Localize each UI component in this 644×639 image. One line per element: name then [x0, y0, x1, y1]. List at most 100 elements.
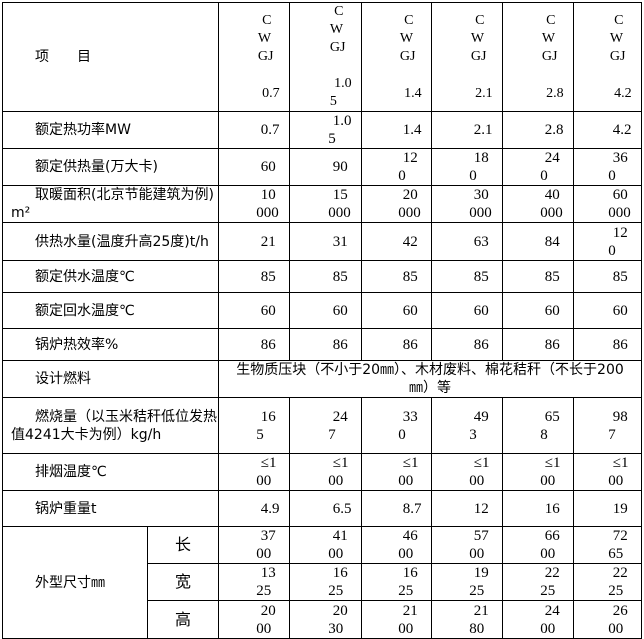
value-cell: 60 [361, 292, 432, 329]
value-cell: 1925 [431, 563, 503, 601]
value-cell: 2225 [573, 563, 642, 601]
value-cell-text: 86 [612, 336, 628, 353]
value-cell-text: 30000 [469, 187, 492, 221]
value-cell: ≤100 [573, 453, 642, 491]
value-cell: 2.8 [502, 111, 574, 149]
value-cell: 180 [431, 148, 503, 186]
value-cell: 60 [289, 292, 362, 329]
value-cell: 165 [218, 397, 290, 454]
value-cell-text: 85 [260, 268, 276, 285]
dimension-sublabel: 长 [147, 526, 219, 564]
value-cell-text: 5700 [469, 528, 489, 562]
value-cell-text: 658 [540, 408, 560, 443]
value-cell: 86 [431, 328, 503, 361]
value-cell: 60 [502, 292, 574, 329]
row-label: 取暖面积(北京节能建筑为例)m² [2, 185, 219, 223]
value-cell: 31 [289, 222, 362, 261]
dimension-row: 宽 1325 1625 1625 1925 2225 2225 [3, 563, 642, 601]
value-cell-text: 60 [260, 159, 276, 175]
value-cell-text: 60 [473, 302, 489, 319]
value-cell: ≤100 [431, 453, 503, 491]
value-cell-text: 90 [332, 159, 348, 175]
value-cell: 360 [573, 148, 642, 186]
table-row: 额定供水温度℃ 85 85 85 85 85 85 [2, 260, 642, 293]
value-cell-text: 12 [473, 500, 489, 517]
value-cell: 60 [573, 292, 642, 329]
value-cell: 1.4 [361, 111, 432, 149]
value-cell: 8.7 [361, 490, 432, 527]
row-label: 额定供热量(万大卡) [2, 148, 219, 186]
value-cell: 247 [289, 397, 362, 454]
value-cell-text: 21 [260, 233, 276, 250]
value-cell-text: 42 [402, 233, 418, 250]
row-label: 额定热功率MW [2, 111, 219, 149]
value-cell-text: 19 [612, 500, 628, 517]
value-cell: 2400 [502, 600, 574, 639]
value-cell-text: 120 [398, 150, 418, 184]
value-cell-text: 60 [612, 302, 628, 319]
value-cell-text: 330 [398, 408, 418, 443]
table-row: 锅炉热效率% 86 86 86 86 86 86 [2, 328, 642, 361]
value-cell: 19 [573, 490, 642, 527]
value-cell-text: 86 [332, 336, 348, 353]
value-cell-text: 86 [402, 336, 418, 353]
value-cell: 12 [431, 490, 503, 527]
value-cell-text: 85 [402, 268, 418, 285]
value-cell: 20000 [361, 185, 432, 223]
table-row: 取暖面积(北京节能建筑为例)m² 10000 15000 20000 30000 4000… [2, 185, 642, 223]
value-cell: 86 [218, 328, 290, 361]
fuel-value: 生物质压块（不小于20㎜）、木材废料、棉花秸秆（不长于200㎜）等 [218, 360, 642, 398]
model-header: CWGJ 4.2 [573, 2, 642, 112]
value-cell: 84 [502, 222, 574, 261]
value-cell-text: 85 [332, 268, 348, 285]
value-cell-text: 16 [544, 500, 560, 517]
value-cell: 4100 [289, 526, 362, 564]
value-cell-text: 2225 [608, 565, 628, 599]
row-label: 供热水量(温度升高25度)t/h [2, 222, 219, 261]
value-cell: 5700 [431, 526, 503, 564]
value-cell-text: 180 [469, 150, 489, 184]
value-cell: 4600 [361, 526, 432, 564]
table-row: 锅炉重量t 4.9 6.5 8.7 12 16 19 [2, 490, 642, 527]
value-cell: 86 [502, 328, 574, 361]
value-cell-text: 4.9 [260, 500, 280, 517]
model-name: CWGJ [609, 12, 626, 64]
value-cell-text: 10000 [256, 187, 279, 221]
value-cell: 6600 [502, 526, 574, 564]
value-cell-text: 2600 [608, 602, 628, 637]
value-cell-text: 31 [332, 233, 348, 250]
value-cell: 60 [218, 148, 290, 186]
value-cell: ≤100 [218, 453, 290, 491]
value-cell-text: 60 [544, 302, 560, 319]
value-cell: 16 [502, 490, 574, 527]
value-cell-text: 493 [469, 408, 489, 443]
model-name: CWGJ [329, 4, 346, 55]
value-cell-text: 85 [473, 268, 489, 285]
table-row: 额定热功率MW 0.7 1.05 1.4 2.1 2.8 4.2 [2, 111, 642, 149]
value-cell-text: 2225 [540, 565, 560, 599]
table-row: 额定回水温度℃ 60 60 60 60 60 60 [2, 292, 642, 329]
value-cell-text: 2.8 [544, 122, 564, 138]
fuel-label: 设计燃料 [2, 360, 219, 398]
value-cell-text: 60 [332, 302, 348, 319]
value-cell: 2600 [573, 600, 642, 639]
value-cell: 7265 [573, 526, 642, 564]
value-cell: 60 [431, 292, 503, 329]
value-cell: 85 [502, 260, 574, 293]
value-cell-text: 6600 [540, 528, 560, 562]
table-row: 额定供热量(万大卡) 60 90 120 180 240 360 [2, 148, 642, 186]
model-size: 0.7 [262, 85, 280, 101]
value-cell: 1625 [289, 563, 362, 601]
value-cell: 658 [502, 397, 574, 454]
value-cell-text: 40000 [540, 187, 563, 221]
value-cell-text: 2180 [469, 602, 489, 637]
value-cell-text: 86 [260, 336, 276, 353]
value-cell-text: 86 [473, 336, 489, 353]
model-header: CWGJ 2.1 [431, 2, 503, 112]
dimension-sublabel: 宽 [147, 563, 219, 601]
value-cell: 120 [361, 148, 432, 186]
value-cell-text: 2030 [328, 602, 348, 637]
model-size: 4.2 [614, 85, 632, 101]
